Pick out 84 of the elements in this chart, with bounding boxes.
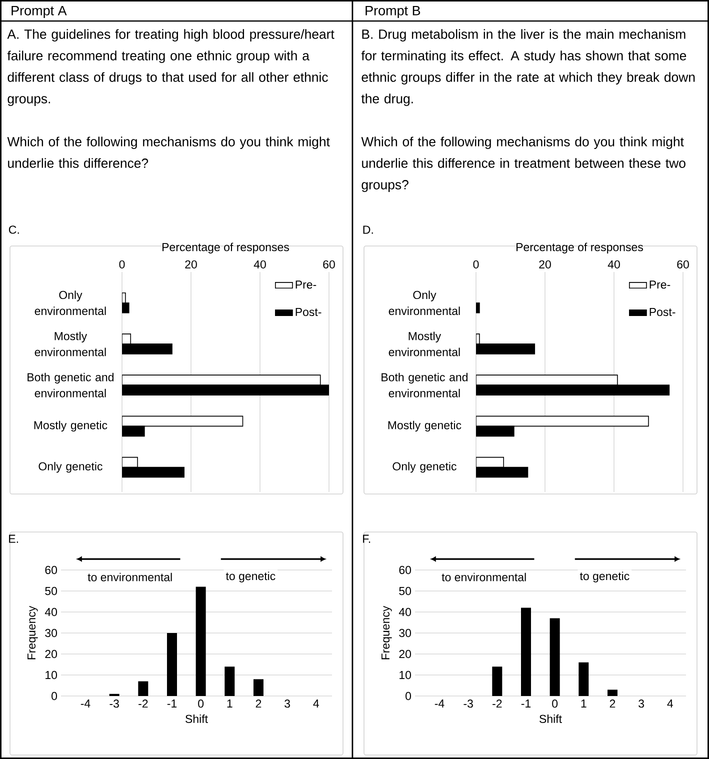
y-tick-label: Only genetic xyxy=(392,462,456,473)
x-tick-label: -2 xyxy=(138,700,148,708)
x-tick-label: 4 xyxy=(667,700,673,708)
x-tick-label: 40 xyxy=(608,260,620,268)
bar xyxy=(166,633,177,696)
bar xyxy=(138,681,148,696)
legend-label: Pre- xyxy=(650,280,670,289)
y-tick-label: 40 xyxy=(44,608,58,616)
x-tick-label: 2 xyxy=(256,700,262,708)
x-tick-label: 20 xyxy=(539,260,551,268)
chart-title: E. xyxy=(9,534,18,543)
x-tick-label: 60 xyxy=(323,260,335,268)
y-axis-title: Frequency xyxy=(382,606,392,660)
y-tick-label: Only genetic xyxy=(38,462,102,473)
x-axis-title: Shift xyxy=(186,714,208,723)
x-tick-label: 0 xyxy=(119,260,125,268)
x-axis-title: Percentage of responses xyxy=(162,242,289,254)
x-tick-label: -1 xyxy=(167,700,177,708)
y-tick-label: Both genetic and environmental xyxy=(382,372,468,398)
x-tick-label: 20 xyxy=(185,260,197,268)
y-tick-label: 60 xyxy=(45,566,58,574)
y-tick-label: Mostly genetic xyxy=(34,420,108,432)
annotation: to genetic xyxy=(580,572,630,582)
bar xyxy=(521,608,531,696)
x-tick-label: 3 xyxy=(284,700,290,708)
x-tick-label: -3 xyxy=(110,700,119,708)
y-tick-label: Mostly genetic xyxy=(388,420,462,432)
text: D. xyxy=(363,226,373,234)
y-tick-label: Both genetic and environmental xyxy=(28,372,114,398)
x-tick-label: -1 xyxy=(521,700,531,708)
y-tick-label: 30 xyxy=(45,628,58,638)
legend-label: Post- xyxy=(296,308,322,316)
y-tick-label: 20 xyxy=(45,650,58,658)
y-tick-label: 50 xyxy=(399,586,412,596)
bar xyxy=(492,666,502,696)
x-tick-label: 0 xyxy=(198,700,204,708)
y-tick-label: Only environmental xyxy=(34,290,106,316)
x-axis-title: Shift xyxy=(540,714,562,723)
bar xyxy=(224,666,235,696)
x-tick-label: 4 xyxy=(313,700,319,708)
y-tick-label: Mostly environmental xyxy=(388,332,460,356)
y-axis-title: Frequency xyxy=(28,606,38,660)
y-tick-label: 0 xyxy=(52,692,58,700)
bar xyxy=(196,586,206,696)
y-tick-label: 40 xyxy=(398,608,412,616)
text: B. Drug metabolism in the liver is the main mechanism for terminating its effect. A study has shown that some ethnic groups differ in the rate at which they break down the drug. xyxy=(361,29,695,106)
x-tick-label: 1 xyxy=(581,700,586,708)
text: Prompt B xyxy=(366,6,420,18)
x-tick-label: 0 xyxy=(552,700,558,708)
x-axis-title: Percentage of responses xyxy=(516,242,643,254)
x-tick-label: 3 xyxy=(638,700,644,708)
legend-label: Post- xyxy=(650,308,676,316)
y-tick-label: 10 xyxy=(46,670,58,680)
y-tick-label: 10 xyxy=(400,670,412,680)
x-tick-label: 40 xyxy=(254,260,266,268)
y-tick-label: Mostly environmental xyxy=(34,332,106,356)
annotation: to environmental xyxy=(442,572,526,582)
x-tick-label: -4 xyxy=(434,700,444,708)
y-tick-label: 20 xyxy=(399,650,412,658)
annotation: to genetic xyxy=(226,572,276,582)
y-tick-label: 0 xyxy=(406,692,412,700)
x-tick-label: -2 xyxy=(492,700,502,708)
x-tick-label: 1 xyxy=(227,700,232,708)
x-tick-label: -4 xyxy=(80,700,90,708)
bar xyxy=(578,662,589,696)
text: Which of the following mechanisms do you think might underlie this difference in treatment between these two groups? xyxy=(361,136,686,192)
text: Prompt A xyxy=(12,6,67,18)
bar xyxy=(253,679,264,696)
bar xyxy=(607,690,618,696)
y-tick-label: 50 xyxy=(45,586,58,596)
text: A. The guidelines for treating high blood pressure/heart failure recommend treating one ethnic group with a different class of drugs to that used for all other ethnic groups. xyxy=(7,29,334,106)
chart-title: F. xyxy=(363,534,370,543)
x-tick-label: -3 xyxy=(464,700,473,708)
x-tick-label: 2 xyxy=(610,700,616,708)
annotation: to environmental xyxy=(88,572,172,582)
y-tick-label: 60 xyxy=(399,566,412,574)
text: Which of the following mechanisms do you think might underlie this difference? xyxy=(7,136,330,168)
y-tick-label: Only environmental xyxy=(388,290,460,316)
legend-label: Pre- xyxy=(296,280,316,289)
y-tick-label: 30 xyxy=(399,628,412,638)
bar xyxy=(550,618,560,696)
text: C. xyxy=(8,226,19,234)
x-tick-label: 0 xyxy=(473,260,479,268)
x-tick-label: 60 xyxy=(677,260,689,268)
